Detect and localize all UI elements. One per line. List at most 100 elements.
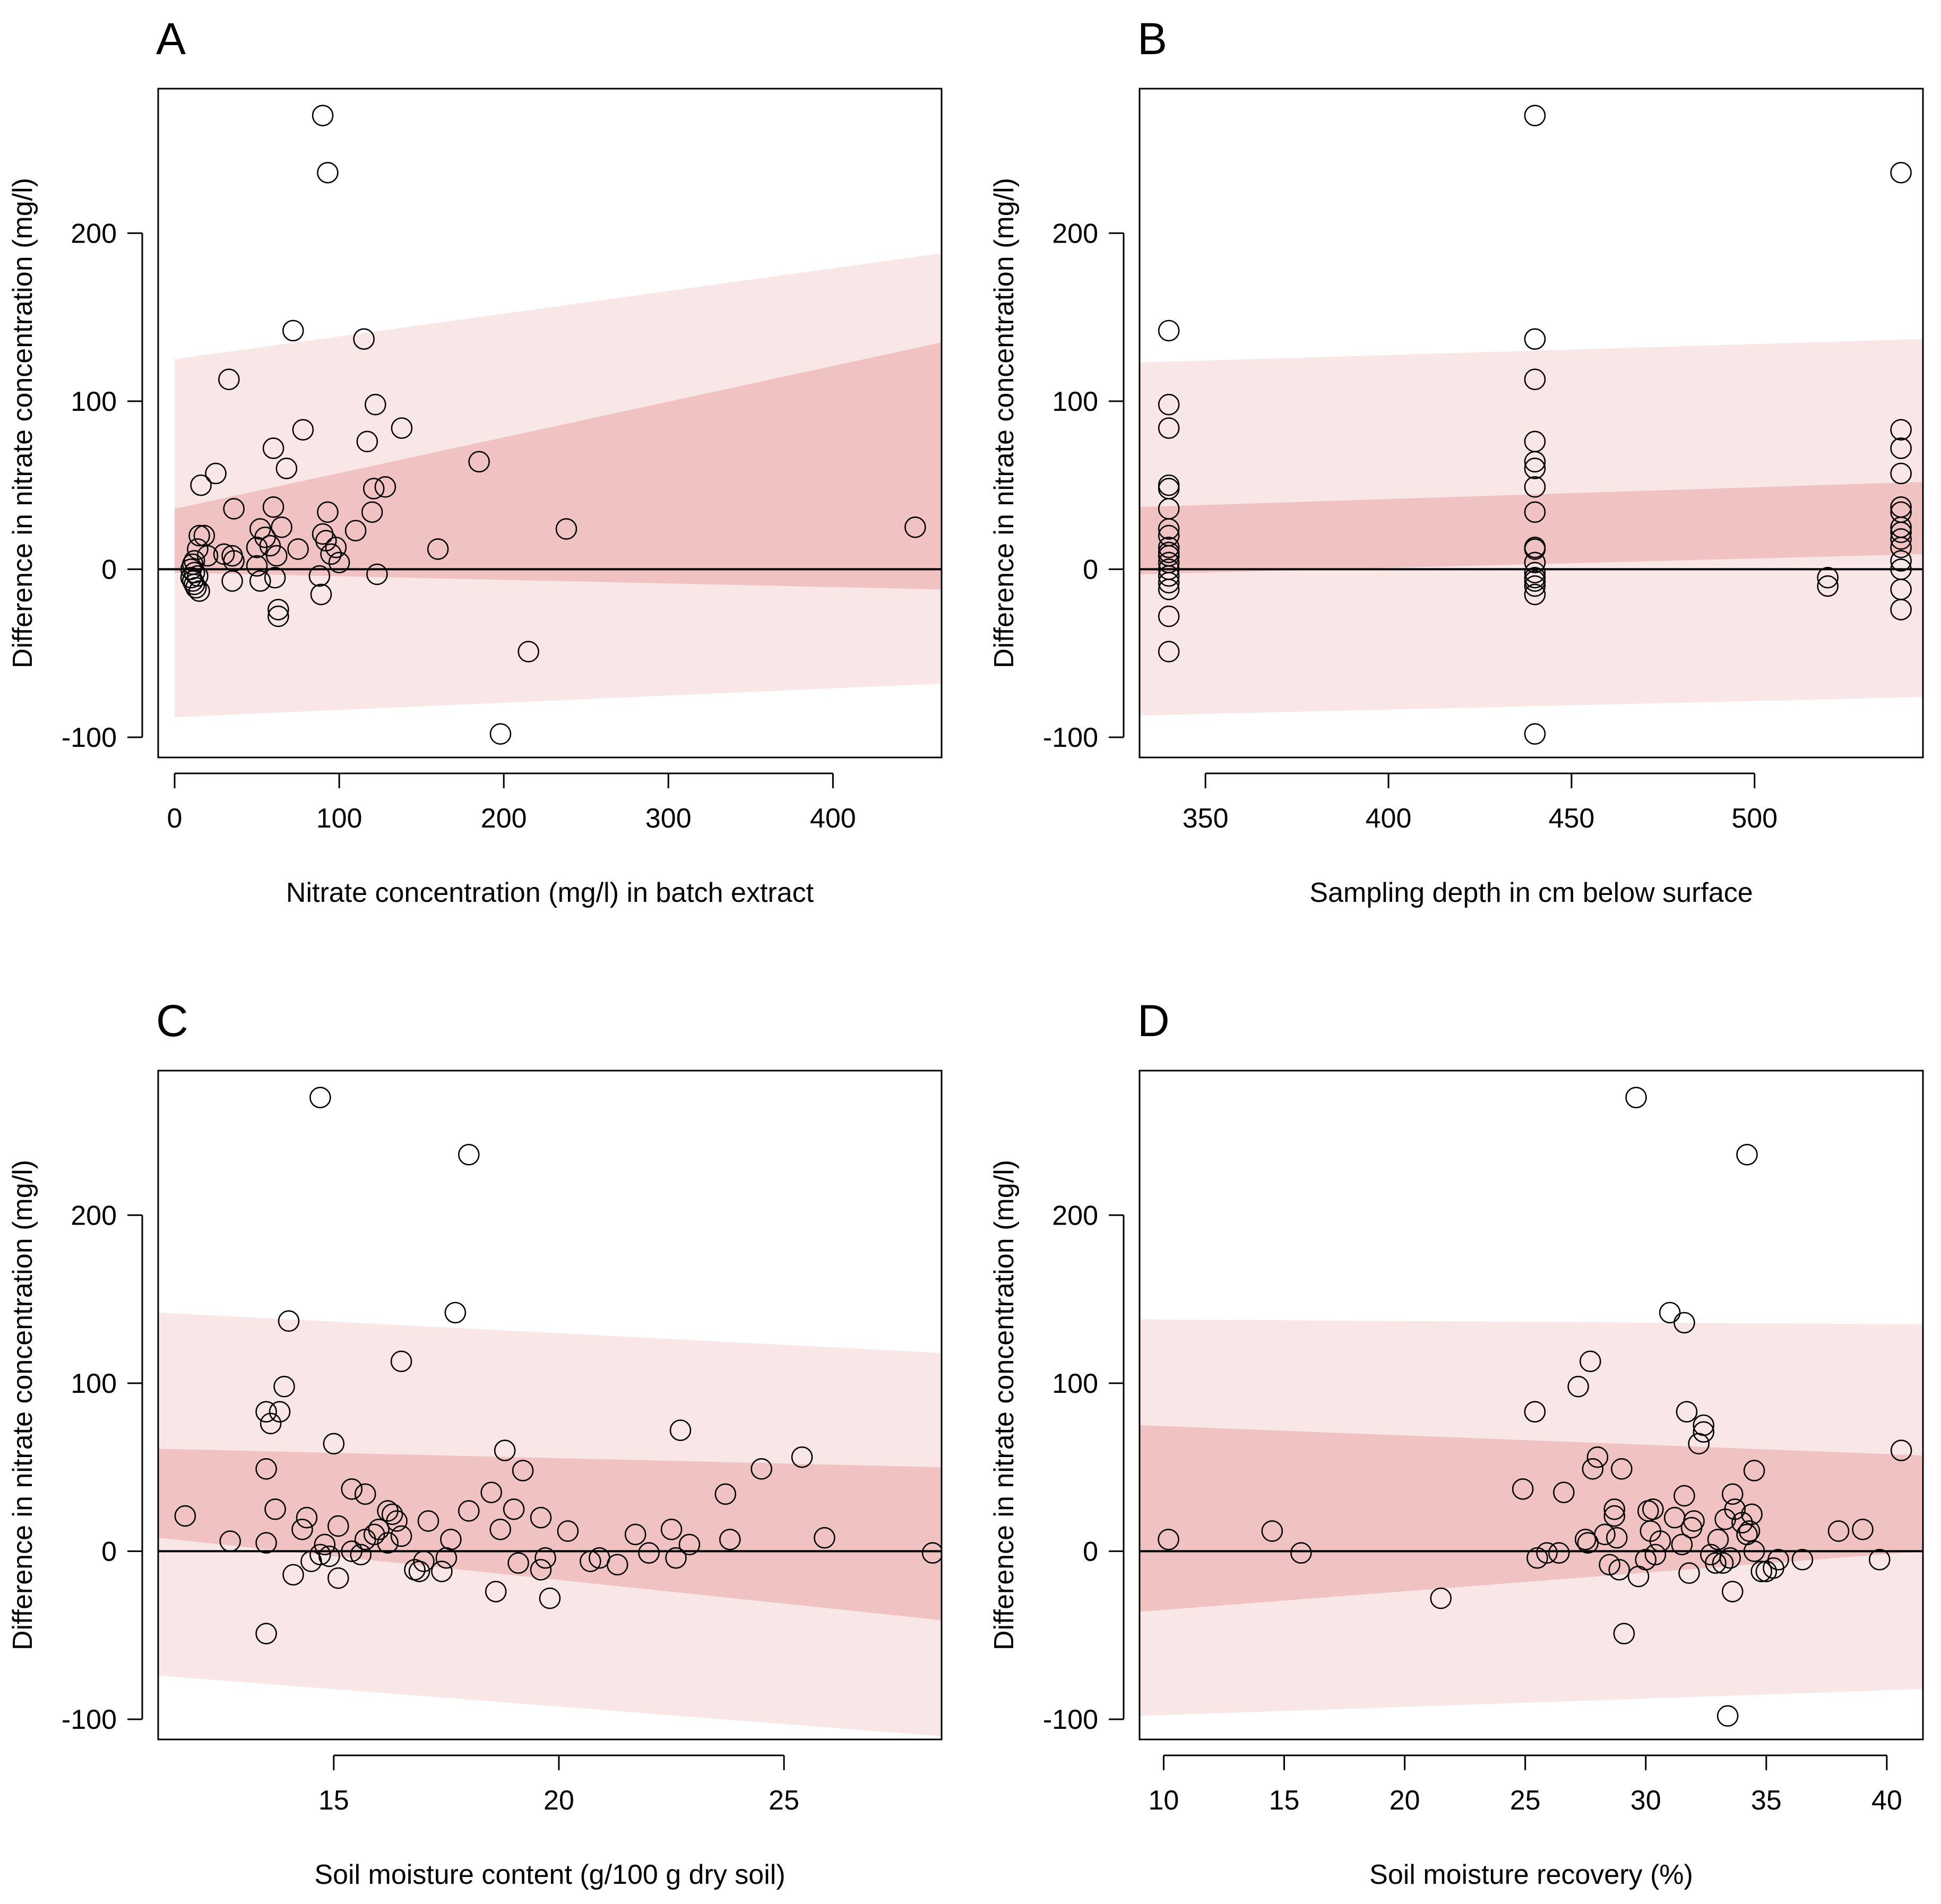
data-point: [1635, 1548, 1657, 1571]
x-tick-label: 300: [645, 803, 692, 834]
data-point: [1890, 536, 1912, 558]
data-point: [1721, 1483, 1744, 1505]
data-point: [183, 550, 205, 572]
data-point: [1736, 1143, 1758, 1166]
data-point: [1524, 575, 1546, 597]
y-axis-label: Difference in nitrate concentration (mg/…: [7, 178, 38, 668]
data-point: [678, 1533, 701, 1556]
y-tick-label: -100: [62, 1704, 117, 1735]
data-point: [344, 520, 367, 541]
data-point: [1719, 1547, 1741, 1569]
y-tick-label: 100: [1052, 386, 1098, 417]
data-point: [1712, 1552, 1734, 1574]
x-tick-label: 500: [1731, 803, 1778, 834]
data-point: [317, 501, 339, 523]
plot-frame: [1138, 88, 1924, 759]
data-point: [1890, 419, 1912, 441]
data-point: [444, 1302, 467, 1324]
inner-confidence-band: [1140, 1425, 1923, 1612]
data-point: [1659, 1302, 1681, 1324]
data-point: [1721, 1581, 1744, 1603]
x-tick-label: 20: [544, 1785, 574, 1816]
data-point: [1890, 528, 1912, 550]
data-point: [278, 1310, 300, 1332]
data-point: [269, 1401, 291, 1423]
data-point: [750, 1458, 772, 1480]
data-point: [1644, 1544, 1667, 1566]
data-point: [530, 1506, 552, 1529]
data-point: [1158, 605, 1180, 627]
x-tick-label: 400: [810, 803, 856, 834]
data-point: [1594, 1523, 1616, 1546]
data-point: [1767, 1548, 1789, 1571]
data-point: [1579, 1350, 1601, 1372]
data-point: [1791, 1548, 1814, 1571]
y-tick-label: -100: [62, 722, 117, 753]
data-point: [1693, 1421, 1715, 1443]
data-point: [323, 1433, 345, 1455]
data-point: [539, 1587, 561, 1609]
data-point: [268, 599, 289, 621]
data-point: [1158, 641, 1180, 662]
data-point: [374, 476, 396, 498]
data-point: [255, 1532, 277, 1554]
data-point: [1890, 1440, 1912, 1461]
data-point: [1524, 723, 1546, 745]
panel-letter: D: [1137, 996, 1170, 1046]
data-point: [255, 1458, 277, 1480]
y-tick-label: 200: [1052, 1200, 1098, 1231]
data-point: [188, 524, 210, 547]
data-point: [1430, 1587, 1452, 1609]
data-point: [1693, 1414, 1715, 1436]
data-point: [291, 1518, 313, 1540]
y-tick-label: -100: [1043, 1704, 1098, 1735]
data-point: [1890, 462, 1912, 485]
data-point: [246, 555, 268, 577]
data-point: [190, 474, 212, 496]
data-point: [1890, 599, 1912, 621]
data-point: [317, 161, 339, 184]
data-point: [417, 1510, 439, 1532]
data-point: [196, 545, 219, 567]
panel-d: 10 15 20 25 30 35 40 -100 0 100 200 Soil moisture r…: [989, 996, 1924, 1890]
data-point: [1738, 1520, 1761, 1542]
plot-frame: [157, 88, 943, 759]
data-point: [669, 1419, 692, 1441]
data-point: [1678, 1562, 1700, 1584]
data-point: [264, 1498, 286, 1520]
panel-b: 350 400 450 500 -100 0 100 200 Sampling depth in…: [989, 14, 1924, 908]
data-point: [624, 1523, 646, 1546]
y-tick-label: 200: [71, 218, 117, 249]
data-point: [1683, 1510, 1705, 1532]
data-point: [327, 1515, 349, 1537]
data-point: [223, 498, 245, 520]
y-tick-label: 200: [1052, 218, 1098, 249]
data-point: [480, 1481, 503, 1503]
data-point: [1524, 583, 1546, 606]
plot-frame: [157, 1070, 943, 1741]
y-tick-label: 100: [1052, 1368, 1098, 1399]
data-point: [1553, 1481, 1575, 1503]
data-point: [1524, 1401, 1546, 1423]
data-point: [381, 1503, 403, 1526]
data-point: [1741, 1503, 1763, 1526]
data-point: [188, 580, 210, 602]
data-point: [341, 1478, 363, 1500]
data-point: [223, 550, 245, 572]
data-point: [489, 1518, 511, 1540]
y-tick-label: 0: [101, 554, 117, 585]
x-tick-label: 100: [316, 803, 363, 834]
data-point: [354, 1483, 376, 1505]
data-point: [260, 1412, 282, 1435]
data-point: [309, 1544, 331, 1566]
data-point: [341, 1540, 363, 1562]
inner-confidence-band: [175, 342, 942, 590]
data-point: [1743, 1460, 1765, 1481]
data-point: [390, 1350, 412, 1372]
plot-area: [158, 105, 942, 745]
data-point: [1625, 1087, 1647, 1108]
data-point: [1608, 1558, 1631, 1581]
data-point: [1890, 521, 1912, 544]
data-point: [1707, 1528, 1729, 1550]
